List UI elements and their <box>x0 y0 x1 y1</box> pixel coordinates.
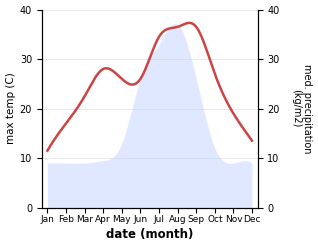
Y-axis label: med. precipitation
(kg/m2): med. precipitation (kg/m2) <box>291 64 313 153</box>
X-axis label: date (month): date (month) <box>106 228 193 242</box>
Y-axis label: max temp (C): max temp (C) <box>5 73 16 144</box>
